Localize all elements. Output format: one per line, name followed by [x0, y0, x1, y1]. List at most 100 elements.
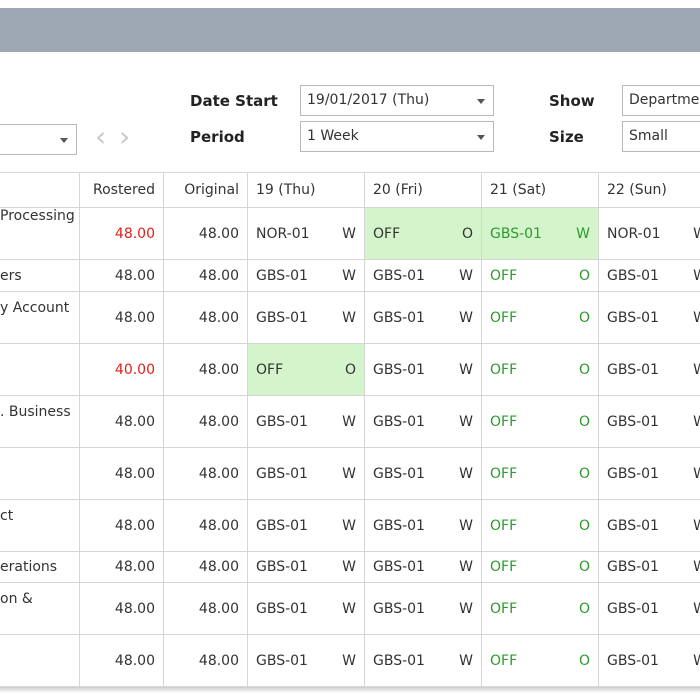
- shift-cell[interactable]: GBS-01 W: [365, 448, 482, 500]
- size-select[interactable]: Small: [622, 121, 700, 152]
- header-bar: [0, 8, 700, 52]
- date-start-select[interactable]: 19/01/2017 (Thu): [300, 85, 494, 116]
- show-select[interactable]: Departmen: [622, 85, 700, 116]
- shift-cell[interactable]: GBS-01 W: [365, 396, 482, 448]
- shift-type: W: [342, 225, 356, 242]
- shift-cell[interactable]: NOR-01 W: [599, 208, 700, 260]
- shift-cell[interactable]: OFF O: [365, 208, 482, 260]
- shift-type: W: [342, 652, 356, 669]
- row-name: [0, 344, 80, 396]
- shift-cell[interactable]: GBS-01 W: [248, 583, 365, 635]
- shift-cell[interactable]: GBS-01 W: [599, 635, 700, 687]
- shift-cell[interactable]: GBS-01 W: [599, 396, 700, 448]
- shift-cell[interactable]: GBS-01 W: [599, 344, 700, 396]
- shift-code: GBS-01: [607, 413, 659, 430]
- shift-code: GBS-01: [373, 517, 425, 534]
- shift-type: O: [461, 225, 473, 242]
- next-button[interactable]: ›: [119, 120, 131, 153]
- shift-cell[interactable]: GBS-01 W: [365, 500, 482, 552]
- shift-code: GBS-01: [373, 559, 425, 575]
- shift-code: GBS-01: [607, 465, 659, 482]
- shift-cell[interactable]: GBS-01 W: [365, 260, 482, 292]
- shift-cell[interactable]: OFF O: [482, 552, 599, 583]
- shift-code: GBS-01: [373, 652, 425, 669]
- shift-type: W: [342, 267, 356, 284]
- shift-cell[interactable]: OFF O: [482, 344, 599, 396]
- shift-type: W: [693, 518, 700, 534]
- shift-code: GBS-01: [607, 361, 659, 378]
- original-cell: 48.00: [164, 292, 248, 344]
- original-cell: 48.00: [164, 208, 248, 260]
- shift-cell[interactable]: OFF O: [482, 292, 599, 344]
- rostered-cell: 48.00: [80, 260, 164, 292]
- shift-cell[interactable]: OFF O: [482, 260, 599, 292]
- shift-cell[interactable]: GBS-01 W: [248, 552, 365, 583]
- shift-cell[interactable]: GBS-01 W: [599, 260, 700, 292]
- shift-cell[interactable]: GBS-01 W: [248, 260, 365, 292]
- shift-code: GBS-01: [256, 309, 308, 326]
- shift-type: W: [342, 517, 356, 534]
- shift-type: W: [459, 413, 473, 430]
- shift-type: W: [342, 600, 356, 617]
- date-start-label: Date Start: [190, 92, 278, 110]
- shift-code: GBS-01: [256, 267, 308, 284]
- shift-code: GBS-01: [607, 559, 659, 575]
- shift-cell[interactable]: GBS-01 W: [248, 292, 365, 344]
- shift-code: GBS-01: [256, 559, 308, 575]
- shift-cell[interactable]: GBS-01 W: [599, 552, 700, 583]
- header-cell: 22 (Sun): [599, 173, 700, 208]
- shift-cell[interactable]: GBS-01 W: [365, 344, 482, 396]
- shift-type: W: [342, 413, 356, 430]
- shift-cell[interactable]: OFF O: [482, 448, 599, 500]
- shift-cell[interactable]: GBS-01 W: [248, 396, 365, 448]
- shift-cell[interactable]: GBS-01 W: [248, 448, 365, 500]
- shift-code: GBS-01: [373, 309, 425, 326]
- shift-type: W: [459, 652, 473, 669]
- shift-cell[interactable]: GBS-01 W: [248, 635, 365, 687]
- shift-type: W: [342, 559, 356, 575]
- period-select[interactable]: 1 Week: [300, 121, 494, 152]
- row-name: y Account: [0, 292, 80, 344]
- shift-code: GBS-01: [256, 600, 308, 617]
- shift-code: OFF: [256, 361, 284, 378]
- shift-cell[interactable]: GBS-01 W: [365, 583, 482, 635]
- shift-type: O: [578, 361, 590, 378]
- shift-type: W: [693, 653, 700, 669]
- left-select[interactable]: [0, 124, 77, 155]
- shift-cell[interactable]: GBS-01 W: [365, 292, 482, 344]
- shift-code: OFF: [373, 225, 401, 242]
- shift-type: O: [578, 517, 590, 534]
- shift-type: W: [693, 268, 700, 284]
- rostered-cell: 48.00: [80, 583, 164, 635]
- shift-code: GBS-01: [607, 267, 659, 284]
- shift-cell[interactable]: OFF O: [482, 396, 599, 448]
- shift-cell[interactable]: GBS-01 W: [248, 500, 365, 552]
- shift-cell[interactable]: GBS-01 W: [599, 500, 700, 552]
- shift-type: W: [693, 466, 700, 482]
- shift-cell[interactable]: OFF O: [248, 344, 365, 396]
- shift-cell[interactable]: GBS-01 W: [599, 448, 700, 500]
- rostered-cell: 48.00: [80, 552, 164, 583]
- shift-cell[interactable]: OFF O: [482, 500, 599, 552]
- shift-cell[interactable]: OFF O: [482, 635, 599, 687]
- shift-type: W: [693, 414, 700, 430]
- shift-code: NOR-01: [256, 225, 310, 242]
- shift-cell[interactable]: GBS-01 W: [365, 552, 482, 583]
- prev-button[interactable]: ‹: [95, 120, 107, 153]
- shift-code: OFF: [490, 413, 518, 430]
- original-cell: 48.00: [164, 635, 248, 687]
- shift-code: GBS-01: [490, 225, 542, 242]
- shift-cell[interactable]: GBS-01 W: [482, 208, 599, 260]
- rostered-cell: 48.00: [80, 292, 164, 344]
- shift-cell[interactable]: GBS-01 W: [599, 583, 700, 635]
- shift-cell[interactable]: NOR-01 W: [248, 208, 365, 260]
- shift-type: W: [459, 517, 473, 534]
- original-cell: 48.00: [164, 583, 248, 635]
- shift-cell[interactable]: OFF O: [482, 583, 599, 635]
- shift-cell[interactable]: GBS-01 W: [599, 292, 700, 344]
- shift-cell[interactable]: GBS-01 W: [365, 635, 482, 687]
- shift-code: NOR-01: [607, 225, 661, 242]
- shift-code: GBS-01: [607, 652, 659, 669]
- shift-type: W: [459, 309, 473, 326]
- row-name: Processing: [0, 208, 80, 260]
